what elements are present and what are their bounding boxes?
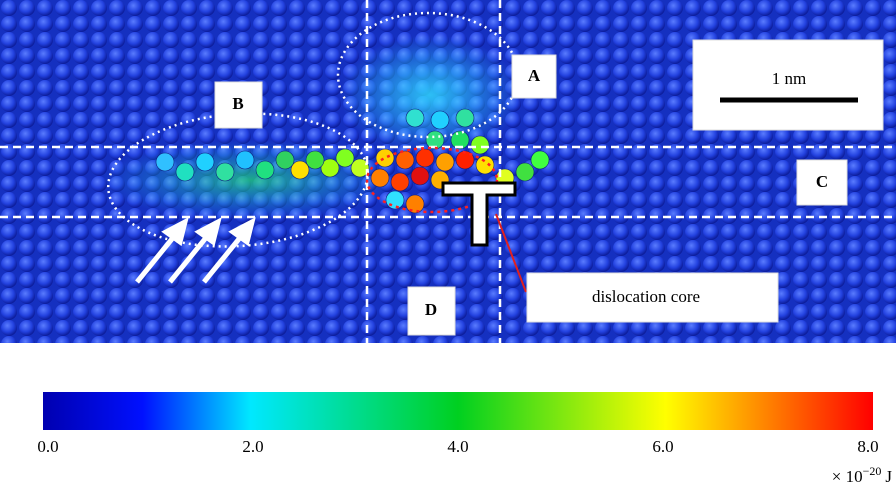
atom: [291, 161, 309, 179]
tick-label: 6.0: [652, 437, 673, 456]
region-label: C: [816, 172, 828, 191]
region-label: B: [232, 94, 243, 113]
atom: [216, 163, 234, 181]
atom: [176, 163, 194, 181]
atom: [471, 136, 489, 154]
atom: [236, 151, 254, 169]
atom: [306, 151, 324, 169]
callout-label: dislocation core: [592, 287, 700, 306]
tick-label: 8.0: [857, 437, 878, 456]
atom: [276, 151, 294, 169]
atom: [416, 149, 434, 167]
atom: [431, 111, 449, 129]
unit-base: × 10: [832, 467, 863, 486]
colorbar-ticks: 0.0 2.0 4.0 6.0 8.0: [37, 437, 878, 456]
atom: [406, 195, 424, 213]
atom: [396, 151, 414, 169]
atom: [371, 169, 389, 187]
energy-region: [100, 140, 400, 220]
tick-label: 2.0: [242, 437, 263, 456]
atom: [436, 153, 454, 171]
atom: [386, 191, 404, 209]
region-label: A: [528, 66, 541, 85]
atom: [391, 173, 409, 191]
atom: [411, 167, 429, 185]
atom: [376, 149, 394, 167]
atom: [256, 161, 274, 179]
atom: [156, 153, 174, 171]
atom: [516, 163, 534, 181]
tick-label: 4.0: [447, 437, 468, 456]
scale-label: 1 nm: [772, 69, 806, 88]
atom: [196, 153, 214, 171]
atom: [531, 151, 549, 169]
atom: [406, 109, 424, 127]
region-label: D: [425, 300, 437, 319]
atom: [476, 156, 494, 174]
colorbar: [43, 392, 873, 430]
atom: [456, 109, 474, 127]
figure: A B C D 1 nm dislocation core 0.0 2.0 4.0 6…: [0, 0, 896, 491]
unit-symbol: J: [885, 467, 892, 486]
atom: [336, 149, 354, 167]
tick-label: 0.0: [37, 437, 58, 456]
unit-exponent: −20: [863, 464, 882, 478]
